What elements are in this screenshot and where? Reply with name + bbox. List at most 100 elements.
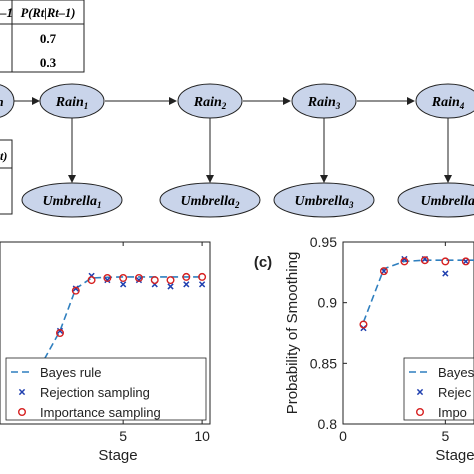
rain-node-1-label-sub: 1 [84,101,89,111]
umbrella-node-1-label: Umbrella1 [43,194,102,210]
umbrella-node-4-label-base: Umbrella [421,194,474,209]
chart-right: 0 5 0.8 0.85 0.9 0.95 Stage Probability of Smoo… [254,234,474,464]
right-chart-legend-label-1: Rejec [438,385,472,400]
rain-node-3: Rain3 [291,83,357,119]
left-chart-legend-label-2: Importance sampling [40,405,161,420]
right-chart-ytick-label-3: 0.95 [310,234,337,250]
rain-node-3-label: Rain3 [307,95,341,111]
right-chart-series-1-point-4 [442,270,449,277]
right-chart-legend-swatch-2 [416,408,425,417]
cpt-table-left-header-partial: t) [0,149,7,163]
cpt-table-left: t) [0,139,13,215]
right-chart-legend-label-2: Impo [438,405,467,420]
right-chart-series-2-point-0 [359,320,368,329]
umbrella-node-4-shape [397,182,474,218]
left-chart-series-2-point-5 [134,273,143,282]
left-chart-plot-area [27,272,207,389]
left-chart-series-2-point-3 [103,273,112,282]
rain-node-0-label: n [0,94,4,109]
left-chart-series-2-point-7 [166,276,175,285]
left-chart-legend-label-1: Rejection sampling [40,385,150,400]
cpt-table-top-border [0,0,85,73]
left-chart-series-2-point-1 [71,286,80,295]
umbrella-node-3: Umbrella3 [273,182,375,218]
left-chart-legend-frame [5,357,207,421]
umbrella-node-2-shape [159,182,261,218]
left-chart-series-1-point-9 [198,281,206,288]
rain-node-1-label: Rain1 [55,95,89,111]
right-chart-panel-label: (c) [254,254,272,271]
chart-left: 5 10 Stage Bayes rule Rejection sampling Impo… [0,241,211,464]
left-chart-xtick-label-0: 5 [119,428,127,444]
umbrella-node-1-label-base: Umbrella [43,194,97,209]
umbrella-node-1-shape [21,182,123,218]
left-chart-xtick-label-1: 10 [194,428,210,444]
rain-node-2: Rain2 [177,83,243,119]
cpt-table-top-header-prob: P(Rt|Rt–1) [21,6,76,20]
right-chart-series-2-point-5 [461,257,470,266]
right-chart-ytick-label-0: 0.8 [318,416,338,432]
rain-node-2-label-sub: 2 [221,101,227,111]
right-chart-series-2-point-1 [379,267,388,276]
umbrella-node-3-label-sub: 3 [348,200,354,210]
umbrella-node-3-label: Umbrella3 [295,194,354,210]
umbrella-node-4-label: Umbrella4 [421,194,474,210]
umbrella-node-3-label-base: Umbrella [295,194,349,209]
rain-node-2-label-base: Rain [193,95,222,110]
right-chart-ytick-label-1: 0.85 [310,355,337,371]
cpt-table-top-header-partial: –1 [0,5,13,20]
umbrella-node-4: Umbrella4 [397,182,474,218]
left-chart-series-2-point-0 [56,329,65,338]
right-chart-series-2-point-4 [441,257,450,266]
rain-node-3-label-sub: 3 [335,101,341,111]
rain-node-4: Rain4 [415,83,474,119]
left-chart-series-1-point-7 [167,283,174,290]
right-chart-ytick-label-2: 0.9 [318,295,338,311]
left-chart-series-1-point-8 [183,281,190,288]
right-chart-series-1-point-1 [380,267,388,275]
left-chart-series-2-point-6 [150,276,159,285]
left-chart-legend-swatch-1 [18,388,26,396]
rain-node-4-label-sub: 4 [459,101,465,111]
rain-node-1-label-base: Rain [55,95,84,110]
right-chart-legend-frame [403,357,474,421]
left-chart-series-1-point-3 [104,276,111,284]
right-chart-series-1-point-2 [401,255,408,263]
right-chart-xtick-label-1: 5 [441,428,449,444]
right-chart-xtick-label-0: 0 [339,428,347,444]
right-chart-legend-swatch-1 [416,388,424,396]
right-chart-series-2-point-2 [400,257,409,266]
left-chart-series-1-point-4 [120,281,127,288]
right-chart-ylabel: Probability of Smoothing [284,252,301,415]
right-chart-series-1-point-5 [462,258,469,265]
left-chart-xlabel: Stage [98,447,137,464]
bayes-network: n Rain1 Rain2 Rain3 Rain4 Umbrella1 [0,83,474,218]
left-chart-series-2-point-9 [198,272,207,281]
right-chart-legend-label-0: Bayes [438,365,474,380]
right-chart-series-2-point-3 [420,256,429,265]
right-chart-xlabel: Stage [435,447,474,464]
umbrella-node-2: Umbrella2 [159,182,261,218]
left-chart-series-1-point-5 [135,276,143,284]
left-chart-series-2-point-4 [119,273,128,282]
right-chart-legend: Bayes Rejec Impo [403,357,474,421]
rain-node-2-label: Rain2 [193,95,227,111]
left-chart-series-2-point-2 [87,276,96,285]
cpt-table-top-value-2: 0.3 [40,55,57,70]
cpt-table-left-border [0,139,13,215]
umbrella-node-1: Umbrella1 [21,182,123,218]
left-chart-legend-swatch-2 [18,408,27,417]
rain-node-1: Rain1 [39,83,105,119]
cpt-table-top: –1 P(Rt|Rt–1) 0.7 0.3 [0,0,85,73]
umbrella-node-2-label-sub: 2 [234,200,240,210]
right-chart-series-0-line [362,259,474,323]
rain-node-4-label-base: Rain [431,95,460,110]
left-chart-series-2-point-8 [182,272,191,281]
umbrella-node-3-shape [273,182,375,218]
right-chart-plot-area [359,255,474,332]
left-chart-legend: Bayes rule Rejection sampling Importance s… [5,357,207,421]
cpt-table-top-value-1: 0.7 [40,31,57,46]
umbrella-node-1-label-sub: 1 [97,200,102,210]
left-chart-legend-label-0: Bayes rule [40,365,101,380]
